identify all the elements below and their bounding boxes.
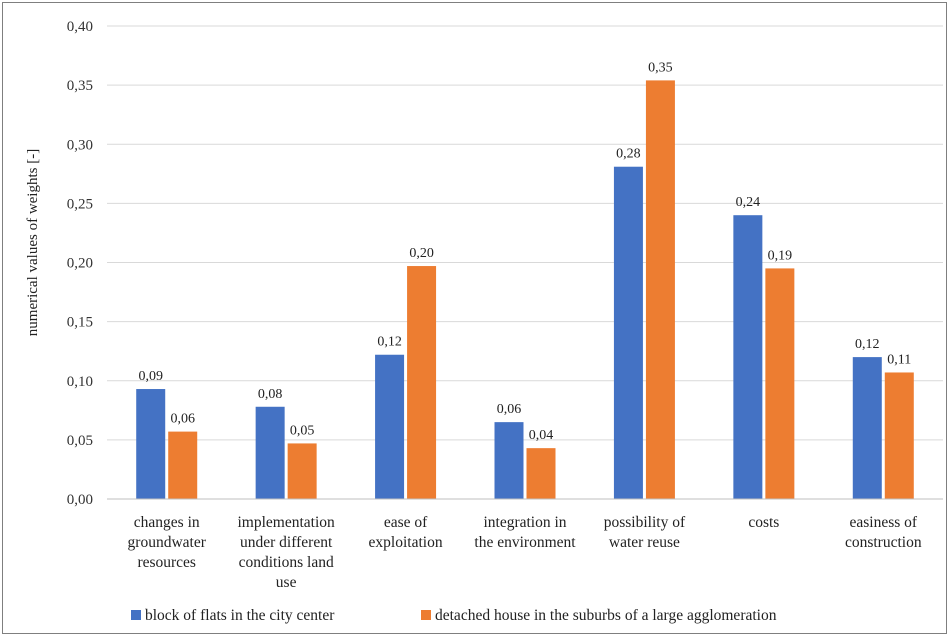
x-category-label: costs (748, 514, 779, 531)
x-category-label: construction (845, 534, 922, 551)
y-tick-label: 0,20 (67, 256, 93, 272)
x-category-label: groundwater (128, 534, 207, 551)
bar-series-2 (526, 448, 556, 499)
legend-label-2: detached house in the suburbs of a large… (435, 607, 777, 624)
data-label: 0,20 (409, 246, 434, 261)
bar-chart: 0,09 0,06 0,08 0,05 0,12 0,20 0,06 0,04 0,28 0,35… (25, 19, 943, 624)
y-tick-label: 0,35 (67, 78, 93, 94)
data-label: 0,24 (736, 195, 761, 210)
data-label: 0,12 (377, 335, 402, 350)
bar-series-2 (168, 431, 198, 499)
x-category-label: integration in (483, 514, 566, 531)
data-label: 0,12 (855, 337, 880, 352)
data-label: 0,04 (529, 428, 554, 443)
x-category-label: water reuse (609, 534, 680, 551)
bar-series-1 (613, 166, 643, 499)
legend: block of flats in the city center detache… (131, 607, 777, 624)
x-category-label: under different (240, 534, 333, 551)
data-label: 0,06 (497, 402, 522, 417)
y-axis-title: numerical values of weights [-] (25, 149, 41, 336)
x-category-label: changes in (134, 514, 200, 531)
bar-series-1 (852, 357, 882, 499)
data-label: 0,35 (648, 60, 673, 75)
data-labels: 0,09 0,06 0,08 0,05 0,12 0,20 0,06 0,04 0,28 0,35… (138, 60, 911, 443)
data-label: 0,28 (616, 147, 641, 162)
x-category-label: the environment (474, 534, 576, 551)
data-label: 0,06 (170, 412, 195, 427)
x-category-label: ease of (384, 514, 428, 531)
legend-swatch-1 (131, 610, 141, 620)
y-tick-label: 0,10 (67, 374, 93, 390)
y-tick-label: 0,00 (67, 492, 93, 508)
x-category-label: easiness of (849, 514, 917, 531)
x-category-label: use (276, 574, 297, 591)
data-label: 0,09 (138, 369, 163, 384)
legend-swatch-2 (421, 610, 431, 620)
x-category-label: resources (137, 554, 196, 571)
legend-label-1: block of flats in the city center (145, 607, 335, 624)
data-label: 0,19 (768, 248, 793, 263)
axes: 0,00 0,05 0,10 0,15 0,20 0,25 0,30 0,35 0,40 chan… (67, 19, 943, 591)
bar-series-1 (255, 406, 285, 499)
bar-series-1 (375, 354, 405, 499)
x-category-label: exploitation (369, 534, 443, 551)
bars (136, 80, 914, 500)
bar-series-1 (494, 422, 524, 499)
bar-series-2 (287, 443, 317, 499)
bar-series-2 (645, 80, 675, 500)
x-category-label: possibility of (604, 514, 686, 531)
y-tick-label: 0,30 (67, 137, 93, 153)
x-category-label: conditions land (239, 554, 334, 571)
bar-series-2 (884, 372, 914, 499)
y-tick-label: 0,25 (67, 196, 93, 212)
x-category-label: implementation (237, 514, 335, 531)
y-tick-label: 0,40 (67, 19, 93, 35)
data-label: 0,11 (887, 352, 911, 367)
bar-series-1 (733, 215, 763, 499)
y-tick-label: 0,05 (67, 433, 93, 449)
bar-series-1 (136, 389, 166, 499)
gridlines (107, 25, 943, 441)
data-label: 0,05 (290, 423, 315, 438)
bar-series-2 (765, 268, 795, 499)
y-tick-label: 0,15 (67, 315, 93, 331)
data-label: 0,08 (258, 387, 283, 402)
bar-series-2 (407, 266, 437, 499)
